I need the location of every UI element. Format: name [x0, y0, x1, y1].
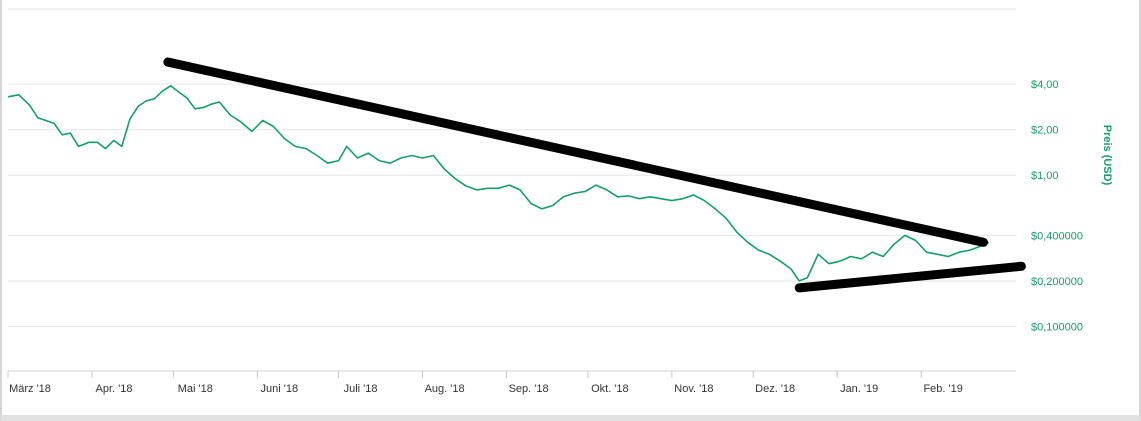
y-tick-label: $2,00: [1031, 125, 1059, 137]
x-tick-label: Mai '18: [178, 383, 213, 395]
y-axis-title: Preis (USD): [1101, 125, 1113, 186]
y-tick-label: $4,00: [1031, 79, 1059, 91]
x-tick-label: März '18: [9, 383, 51, 395]
x-tick-label: Nov. '18: [674, 383, 713, 395]
x-tick-label: Dez. '18: [755, 383, 795, 395]
x-tick-label: Okt. '18: [591, 383, 629, 395]
y-tick-label: $1,00: [1031, 170, 1059, 182]
x-tick-label: Juni '18: [261, 383, 299, 395]
x-tick-label: Sep. '18: [509, 383, 549, 395]
x-tick-label: Feb. '19: [923, 383, 962, 395]
y-axis-ticks: $4,00 $2,00 $1,00 $0,400000 $0,200000 $0,1000…: [1031, 79, 1083, 333]
trendline: [163, 57, 988, 247]
x-axis-ticks: März '18 Apr. '18 Mai '18 Juni '18 Juli '18 A…: [7, 371, 963, 395]
y-tick-label: $0,400000: [1031, 230, 1083, 242]
trendline: [794, 261, 1026, 293]
price-series-line: [7, 85, 990, 282]
x-tick-label: Apr. '18: [96, 383, 133, 395]
x-tick-label: Aug. '18: [425, 383, 465, 395]
x-tick-label: Jan. '19: [840, 383, 878, 395]
x-tick-label: Juli '18: [344, 383, 378, 395]
y-tick-label: $0,200000: [1031, 276, 1083, 288]
y-tick-label: $0,100000: [1031, 321, 1083, 333]
trendline-layer: [163, 57, 1026, 293]
series-layer: [7, 85, 990, 282]
grid-lines: [8, 8, 1016, 372]
